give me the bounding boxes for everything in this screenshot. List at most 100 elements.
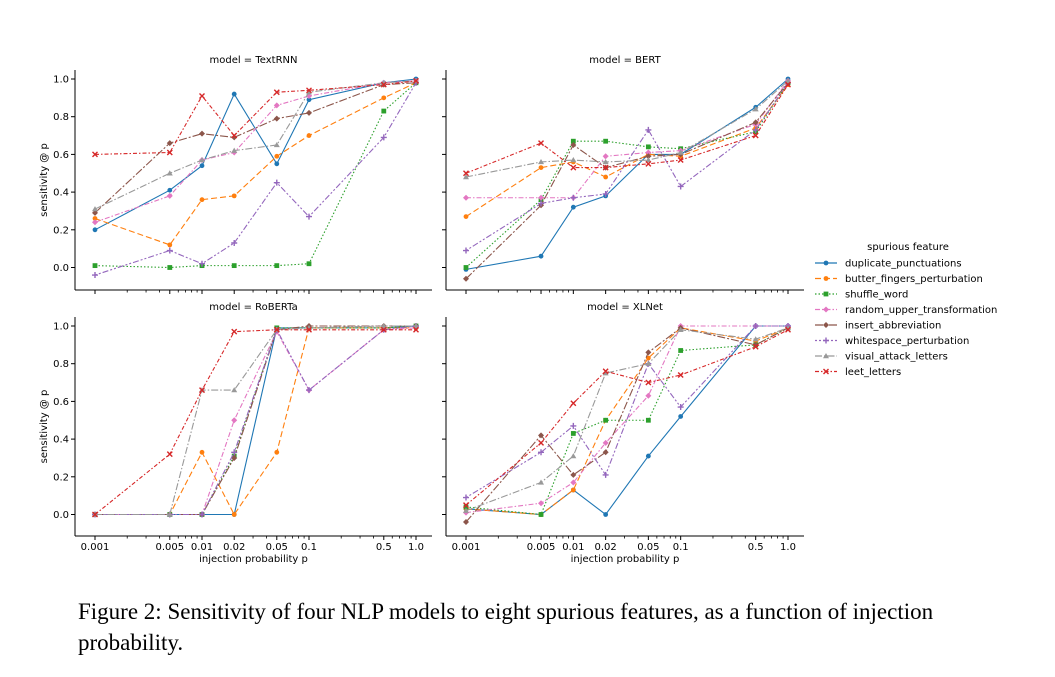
data-point: [166, 511, 173, 517]
legend-title: spurious feature: [867, 242, 949, 253]
data-point: [306, 87, 312, 94]
data-point: [752, 323, 759, 329]
y-tick-label: 0.2: [53, 225, 69, 236]
data-point: [602, 471, 609, 478]
y-tick-label: 1.0: [53, 75, 69, 86]
data-point: [645, 160, 652, 167]
data-point: [413, 326, 419, 333]
series-leet_letters: [92, 326, 419, 518]
data-point: [166, 140, 173, 147]
data-point: [645, 360, 652, 366]
data-point: [231, 328, 238, 335]
y-axis-label: sensitivity @ p: [39, 143, 50, 217]
data-point: [645, 126, 652, 133]
data-point: [538, 253, 544, 259]
series-shuffle_word: [92, 80, 419, 270]
legend-marker: [823, 260, 829, 266]
y-tick-label: 0.2: [53, 472, 69, 483]
data-point: [92, 272, 98, 279]
legend-label: whitespace_perturbation: [845, 336, 969, 347]
series-butter_fingers_perturbation: [463, 325, 791, 517]
data-point: [645, 144, 651, 150]
series-line: [94, 82, 417, 214]
series-line: [465, 325, 788, 499]
x-tick-label: 0.02: [595, 542, 617, 553]
x-tick-label: 1.0: [408, 542, 424, 553]
data-point: [678, 348, 684, 353]
legend-label: shuffle_word: [845, 290, 908, 301]
y-tick-label: 1.0: [53, 322, 69, 333]
legend-item: duplicate_punctuations: [815, 259, 962, 270]
data-point: [199, 157, 205, 163]
series-visual_attack_letters: [463, 77, 791, 180]
data-point: [92, 151, 98, 158]
legend-marker: [823, 368, 829, 375]
data-point: [603, 138, 609, 144]
legend-item: shuffle_word: [815, 290, 908, 301]
legend-label: random_upper_transformation: [845, 305, 997, 316]
x-tick-label: 0.005: [155, 542, 184, 553]
data-point: [380, 326, 387, 333]
data-point: [92, 227, 98, 233]
data-point: [602, 370, 609, 376]
data-point: [677, 183, 684, 190]
data-point: [602, 449, 609, 456]
data-point: [231, 147, 238, 153]
series-line: [465, 325, 788, 516]
data-point: [645, 355, 651, 361]
series-insert_abbreviation: [463, 324, 791, 526]
data-point: [413, 323, 419, 329]
data-point: [199, 197, 205, 203]
data-point: [538, 165, 544, 170]
series-line: [94, 80, 417, 210]
data-point: [602, 190, 609, 197]
data-point: [603, 417, 609, 423]
data-point: [603, 174, 609, 180]
data-point: [752, 126, 759, 133]
figure-canvas: model = TextRNN 0.0 0.2 0.4 0.6 0.8 1.0 sensiti…: [39, 55, 997, 565]
series-whitespace_perturbation: [92, 79, 419, 279]
data-point: [678, 414, 684, 419]
series-visual_attack_letters: [463, 324, 791, 513]
data-point: [273, 141, 280, 148]
data-point: [273, 326, 280, 333]
data-point: [538, 512, 544, 517]
data-point: [306, 387, 312, 394]
data-point: [306, 89, 312, 95]
panel-3: model = RoBERTa 0.0 0.2 0.4 0.6 0.8 1.0 0.001 0.…: [39, 302, 432, 565]
data-point: [538, 449, 545, 456]
figure-caption: Figure 2: Sensitivity of four NLP models…: [78, 599, 934, 655]
data-point: [306, 109, 312, 116]
data-point: [274, 449, 280, 455]
data-point: [231, 417, 238, 424]
panel-4: model = XLNet 0.001 0.005 0.01 0.02 0.05 0.1 0.…: [442, 302, 804, 565]
series-line: [465, 325, 788, 514]
legend: spurious feature duplicate_punctuationsbu…: [815, 242, 997, 378]
data-point: [167, 242, 173, 248]
data-point: [92, 219, 98, 226]
series-line: [95, 325, 416, 516]
series-line: [465, 327, 789, 523]
data-point: [538, 158, 545, 165]
y-tick-label: 0.8: [53, 112, 69, 123]
data-point: [570, 157, 577, 163]
data-point: [752, 119, 759, 126]
data-point: [463, 214, 469, 220]
data-point: [538, 200, 545, 207]
panel-title: model = TextRNN: [209, 55, 297, 66]
series-leet_letters: [92, 77, 419, 158]
data-point: [752, 132, 759, 139]
x-tick-label: 0.05: [637, 542, 659, 553]
y-tick-label: 0.0: [53, 263, 69, 274]
series-line: [465, 327, 789, 516]
data-point: [570, 138, 576, 144]
series-line: [94, 82, 417, 246]
data-point: [381, 108, 387, 114]
data-point: [645, 153, 652, 160]
series-line: [465, 327, 789, 512]
data-point: [538, 479, 545, 485]
legend-marker: [823, 291, 829, 297]
data-point: [645, 379, 652, 386]
data-point: [463, 174, 469, 180]
data-point: [645, 157, 652, 163]
